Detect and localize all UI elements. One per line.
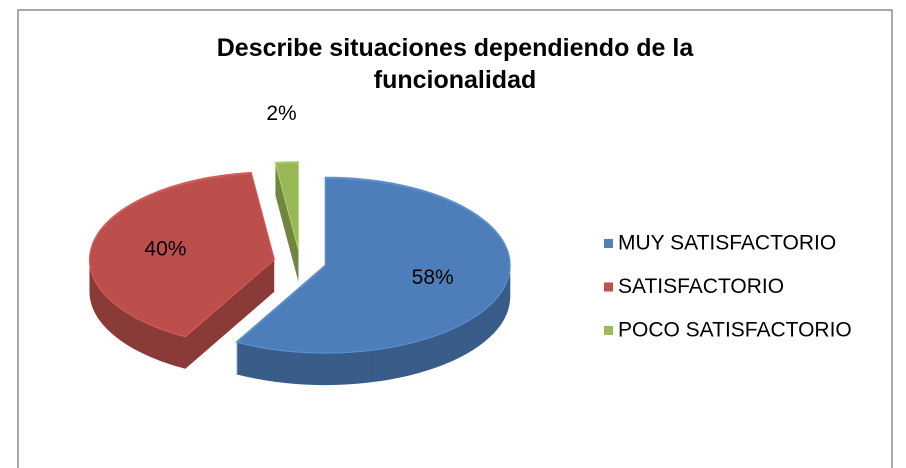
legend-label: MUY SATISFACTORIO (618, 232, 836, 255)
data-label: 2% (266, 102, 296, 125)
pie-slice (88, 171, 276, 338)
legend-swatch (604, 326, 613, 335)
legend-swatch (604, 239, 613, 248)
data-label: 40% (144, 237, 186, 260)
legend-label: SATISFACTORIO (618, 275, 784, 298)
legend-swatch (604, 282, 613, 292)
data-label: 58% (412, 266, 454, 289)
legend-label: POCO SATISFACTORIO (618, 319, 852, 342)
chart-title: Describe situaciones dependiendo de la f… (216, 34, 694, 94)
pie-slice (235, 176, 511, 354)
pie-slice (274, 161, 299, 250)
